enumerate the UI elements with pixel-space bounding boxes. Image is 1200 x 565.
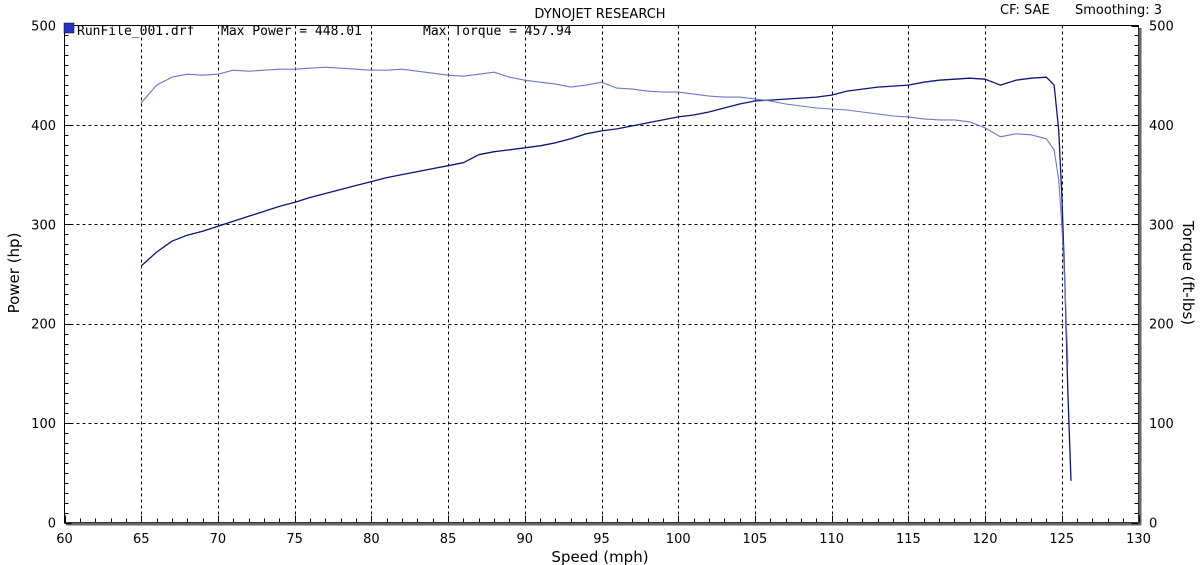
y-right-tick-labels: 0 100 200 300 400 500 xyxy=(1149,20,1174,532)
plot-frame xyxy=(64,25,1139,523)
series-line-power xyxy=(140,76,1072,481)
legend-max-torque: Max Torque = 457.94 xyxy=(423,24,572,39)
y-axis-label-left: Power (hp) xyxy=(5,233,23,314)
x-tick-label: 130 xyxy=(1126,532,1151,547)
x-tick-label: 100 xyxy=(666,532,691,547)
x-tick-label: 125 xyxy=(1049,532,1074,547)
legend: RunFile_001.drf Max Power = 448.01 Max T… xyxy=(63,22,572,39)
legend-swatch xyxy=(63,22,75,34)
x-tick-labels: 60 65 70 75 80 85 90 95 100 105 110 115 120 125 130 xyxy=(56,532,1151,547)
cf-label: CF: SAE xyxy=(1000,3,1050,18)
y-right-tick-label: 0 xyxy=(1149,517,1157,532)
x-tick-label: 95 xyxy=(593,532,610,547)
y-right-tick-label: 400 xyxy=(1149,119,1174,134)
chart-title: DYNOJET RESEARCH xyxy=(534,7,665,22)
y-left-tick-label: 0 xyxy=(48,517,56,532)
x-tick-label: 120 xyxy=(973,532,998,547)
legend-run-name: RunFile_001.drf xyxy=(77,24,194,39)
y-right-tick-label: 100 xyxy=(1149,417,1174,432)
grid-lines xyxy=(64,25,1139,523)
smoothing-label: Smoothing: 3 xyxy=(1075,3,1162,18)
y-right-tick-label: 500 xyxy=(1149,20,1174,35)
y-left-tick-labels: 0 100 200 300 400 500 xyxy=(31,20,56,532)
y-right-tick-label: 300 xyxy=(1149,218,1174,233)
y-left-tick-label: 200 xyxy=(31,318,56,333)
x-tick-label: 65 xyxy=(133,532,150,547)
y-left-tick-label: 100 xyxy=(31,417,56,432)
y-right-tick-label: 200 xyxy=(1149,318,1174,333)
series-line-torque xyxy=(140,66,1069,364)
y-axis-label-right: Torque (ft-lbs) xyxy=(1179,220,1197,325)
series-lines xyxy=(140,66,1072,481)
y-left-tick-label: 400 xyxy=(31,119,56,134)
x-tick-label: 70 xyxy=(210,532,227,547)
x-tick-label: 60 xyxy=(56,532,73,547)
x-tick-label: 75 xyxy=(286,532,303,547)
x-tick-label: 85 xyxy=(440,532,457,547)
x-tick-label: 110 xyxy=(819,532,844,547)
x-tick-label: 80 xyxy=(363,532,380,547)
legend-max-power: Max Power = 448.01 xyxy=(221,24,362,39)
x-axis-label: Speed (mph) xyxy=(551,548,648,565)
plot-frame-shadow-right xyxy=(1138,28,1142,525)
x-tick-label: 90 xyxy=(517,532,534,547)
y-left-tick-label: 500 xyxy=(31,20,56,35)
x-tick-label: 115 xyxy=(896,532,921,547)
plot-area xyxy=(64,25,1142,526)
x-tick-label: 105 xyxy=(743,532,768,547)
y-left-tick-label: 300 xyxy=(31,218,56,233)
axis-ticks xyxy=(64,26,1140,524)
plot-frame-shadow-bottom xyxy=(66,522,1141,526)
